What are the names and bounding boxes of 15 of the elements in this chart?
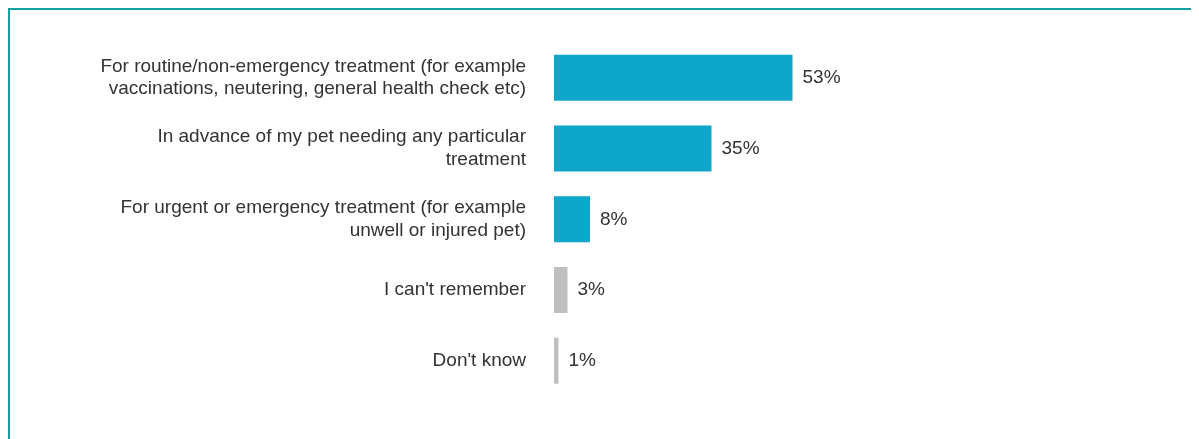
data-label: 53% bbox=[802, 66, 841, 88]
y-tick-label: Don't know bbox=[432, 349, 527, 371]
y-tick-label: For routine/non-emergency treatment (for example vaccinations, neutering, general health check etc) bbox=[100, 54, 526, 99]
y-tick-label: I can't remember bbox=[384, 278, 527, 300]
data-label: 1% bbox=[568, 349, 597, 371]
bar bbox=[554, 337, 559, 384]
bar bbox=[554, 196, 590, 243]
y-tick-label: In advance of my pet needing any particular treatment bbox=[157, 125, 527, 170]
data-label: 3% bbox=[577, 278, 606, 300]
data-label: 35% bbox=[721, 136, 760, 158]
data-label: 8% bbox=[600, 207, 628, 229]
bar bbox=[554, 125, 712, 172]
y-tick-label: For urgent or emergency treatment (for example unwell or injured pet) bbox=[120, 196, 526, 240]
bar bbox=[554, 54, 793, 101]
bar bbox=[554, 267, 568, 314]
